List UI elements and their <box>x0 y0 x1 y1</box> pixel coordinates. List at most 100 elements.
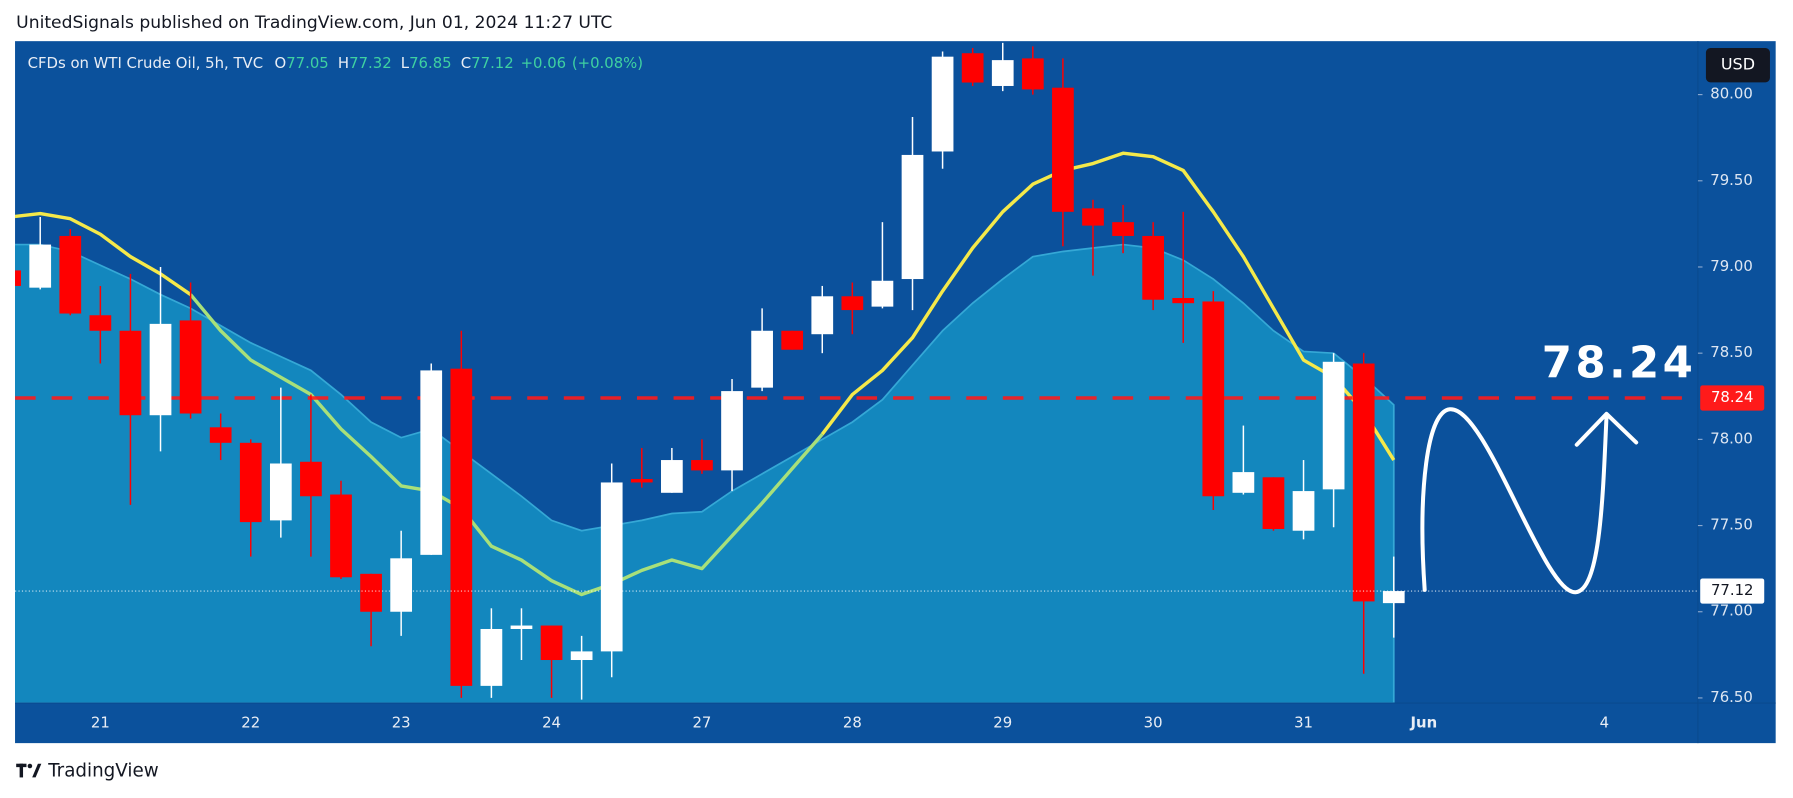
y-tick-label: 79.00 <box>1710 257 1753 275</box>
x-tick-label: 22 <box>241 714 260 732</box>
currency-box <box>1705 48 1770 83</box>
legend-key: L <box>401 54 410 72</box>
line <box>189 293 824 597</box>
candle-body <box>1292 491 1315 531</box>
plot-area <box>15 42 1698 704</box>
candle-body <box>1382 591 1405 604</box>
legend-symbol-text: CFDs on WTI Crude Oil, 5h, TVC <box>28 54 263 72</box>
candle-body <box>59 235 82 314</box>
arrow-head <box>1574 411 1639 447</box>
logo-part <box>27 763 33 769</box>
y-tick-label: 77.00 <box>1710 602 1753 620</box>
candle-body <box>600 482 623 652</box>
price-label: 77.12 <box>1711 581 1754 599</box>
candle-body <box>510 625 533 629</box>
legend-key: C <box>461 54 471 72</box>
candle-body <box>661 460 683 493</box>
candle-body <box>119 330 142 416</box>
candle-body <box>149 323 172 416</box>
candle-body <box>1021 58 1044 90</box>
legend-key: O <box>275 54 287 72</box>
header-title: UnitedSignals published on TradingView.c… <box>16 13 612 33</box>
legend-value: 77.32 <box>349 54 392 72</box>
x-tick-label: 21 <box>91 714 110 732</box>
candle-body <box>330 494 352 578</box>
candle-body <box>1082 208 1104 226</box>
level-label-box <box>1700 385 1765 411</box>
legend-value: 76.85 <box>409 54 452 72</box>
candle-body <box>269 463 292 521</box>
brand: TradingView <box>47 761 159 782</box>
candle-body <box>991 60 1014 86</box>
candle-body <box>29 244 52 288</box>
legend: CFDs on WTI Crude Oil, 5h, TVC O77.05 H77.… <box>28 54 643 72</box>
candle-body <box>961 53 984 83</box>
x-tick-label: 28 <box>843 714 862 732</box>
currency: USD <box>1721 55 1755 74</box>
candle-body <box>1052 87 1074 212</box>
x-tick-label: 27 <box>692 714 711 732</box>
candle-body <box>871 280 894 307</box>
candle-body <box>420 370 443 555</box>
candle-body <box>89 315 112 331</box>
candle-body <box>630 479 653 483</box>
y-tick-label: 77.50 <box>1710 516 1753 534</box>
level-annotation: 78.24 <box>1542 338 1697 388</box>
candle-body <box>239 442 262 523</box>
y-tick-label: 80.00 <box>1710 85 1753 103</box>
candle-body <box>721 391 743 471</box>
y-tick-label: 78.00 <box>1710 429 1753 447</box>
area <box>15 243 1395 704</box>
candle-body <box>300 461 322 497</box>
x-tick-label: 30 <box>1144 714 1163 732</box>
brand-logo <box>16 763 42 778</box>
candle-body <box>1172 298 1195 304</box>
candle-body <box>450 368 473 686</box>
legend-key: H <box>338 54 349 72</box>
overlay: 76.50 77.00 77.50 78.00 78.50 79.00 79.50 80.00… <box>15 41 1776 744</box>
y-tick-label: 76.50 <box>1710 688 1753 706</box>
x-tick-label: 23 <box>392 714 411 732</box>
candle-body <box>360 573 382 612</box>
candle-body <box>1262 477 1285 530</box>
candle-body <box>540 625 563 661</box>
legend-change: +0.06 <box>521 54 567 72</box>
legend-value: 77.12 <box>471 54 514 72</box>
legend-symbol: CFDs on WTI Crude Oil, 5h, TVC O77.05 H77.… <box>28 54 643 72</box>
candle-body <box>781 330 804 350</box>
x-tick-label: 29 <box>993 714 1012 732</box>
legend-change-pct: (+0.08%) <box>572 54 643 72</box>
candle-body <box>390 558 413 612</box>
x-tick-label: 4 <box>1600 714 1609 732</box>
candle-body <box>1352 363 1375 602</box>
candle-body <box>811 296 834 335</box>
logo-part <box>19 763 24 778</box>
candle-body <box>1202 301 1225 497</box>
level-label: 78.24 <box>1711 388 1754 406</box>
candle-body <box>1322 361 1345 490</box>
candle-body <box>1142 235 1165 300</box>
candle-body <box>570 651 593 661</box>
candle-body <box>931 56 954 152</box>
legend-value: 77.05 <box>286 54 329 72</box>
candle-body <box>901 154 924 280</box>
candle-body <box>841 296 864 311</box>
arrow-curve <box>1420 407 1609 595</box>
candle-body <box>1112 222 1134 236</box>
x-tick-label: 24 <box>542 714 561 732</box>
price-label-box <box>1700 578 1765 604</box>
x-tick-label: 31 <box>1294 714 1313 732</box>
y-tick-label: 78.50 <box>1710 343 1753 361</box>
candle-body <box>751 330 773 388</box>
candle-body <box>691 460 713 471</box>
y-tick-label: 79.50 <box>1710 171 1753 189</box>
candle-body <box>179 320 202 414</box>
candle-body <box>15 270 21 286</box>
x-tick-label: Jun <box>1410 714 1438 732</box>
hand-drawn-arrow <box>1420 407 1639 595</box>
candle-body <box>1232 472 1255 493</box>
candle-body <box>480 628 503 686</box>
logo-part <box>32 763 42 778</box>
